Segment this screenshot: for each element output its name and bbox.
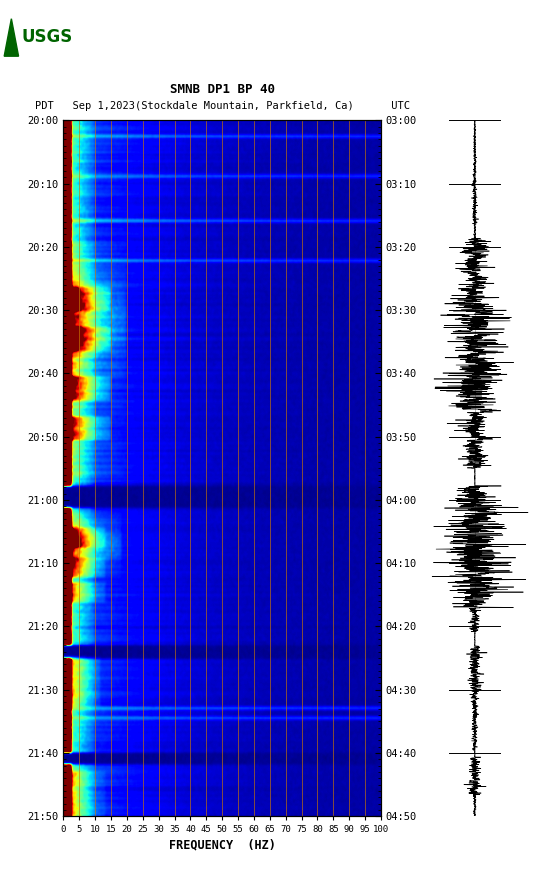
Text: SMNB DP1 BP 40: SMNB DP1 BP 40	[169, 83, 275, 96]
Text: USGS: USGS	[22, 29, 73, 46]
Polygon shape	[4, 19, 19, 56]
X-axis label: FREQUENCY  (HZ): FREQUENCY (HZ)	[169, 838, 275, 851]
Text: PDT   Sep 1,2023(Stockdale Mountain, Parkfield, Ca)      UTC: PDT Sep 1,2023(Stockdale Mountain, Parkf…	[35, 101, 410, 111]
